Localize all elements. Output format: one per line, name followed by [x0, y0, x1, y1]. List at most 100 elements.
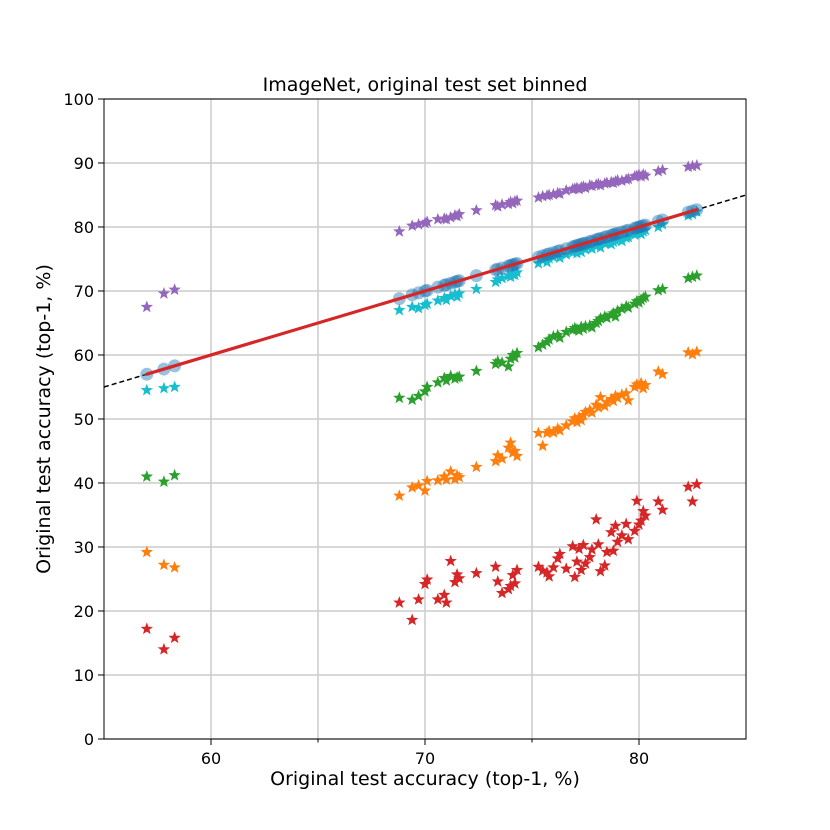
chart-title: ImageNet, original test set binned [263, 74, 588, 96]
star-point [412, 389, 425, 402]
star-point [639, 290, 652, 303]
star-point [656, 367, 669, 380]
star-point [600, 311, 614, 324]
y-tick-label: 20 [74, 602, 94, 621]
star-point [440, 374, 453, 386]
star-point [560, 562, 573, 575]
y-tick-label: 60 [74, 346, 94, 365]
star-point [585, 406, 599, 418]
star-point [594, 240, 607, 253]
x-tick-label: 70 [415, 749, 435, 768]
star-point [600, 176, 614, 189]
star-point [656, 163, 669, 176]
star-point [682, 271, 695, 284]
star-point [611, 304, 624, 317]
y-tick-label: 50 [74, 410, 94, 429]
star-point [453, 571, 466, 584]
star-point [682, 345, 695, 358]
star-point [140, 622, 153, 635]
star-point [622, 172, 635, 185]
star-point [615, 234, 629, 247]
y-tick-label: 0 [84, 730, 94, 749]
star-point [639, 169, 652, 182]
star-point [553, 251, 566, 263]
fit-line [145, 208, 699, 376]
star-point [540, 566, 554, 578]
star-point [686, 207, 699, 220]
star-point [444, 210, 457, 223]
star-point [622, 301, 635, 313]
star-point [168, 380, 181, 393]
star-point [594, 564, 607, 577]
star-point [418, 484, 432, 496]
star-point [583, 403, 596, 416]
star-point [611, 232, 624, 245]
star-point [630, 494, 644, 507]
star-point [690, 269, 703, 281]
star-point [508, 444, 522, 457]
star-point [502, 360, 515, 372]
star-point [547, 250, 560, 263]
star-point [634, 514, 648, 527]
star-point [652, 164, 665, 177]
star-point [592, 238, 605, 251]
star-point [572, 410, 586, 423]
star-point [140, 545, 153, 558]
star-point [393, 224, 406, 237]
star-point [412, 217, 425, 230]
star-point [450, 568, 464, 580]
star-point [615, 174, 629, 187]
star-point [609, 389, 622, 402]
star-point [622, 230, 635, 243]
star-point [686, 495, 699, 507]
star-point [510, 194, 524, 207]
star-point [412, 479, 425, 491]
y-tick-label: 40 [74, 474, 94, 493]
star-point [438, 470, 451, 482]
star-point [690, 345, 703, 358]
star-point [607, 306, 620, 319]
star-point [495, 271, 509, 284]
star-point [583, 319, 596, 331]
star-point [560, 184, 573, 196]
star-point [504, 579, 517, 592]
star-point [600, 545, 614, 558]
y-tick-label: 70 [74, 282, 94, 301]
star-point [553, 547, 566, 560]
star-point [615, 388, 629, 400]
star-point [656, 503, 669, 516]
star-point [622, 532, 635, 545]
star-point [547, 187, 560, 200]
star-point [440, 293, 453, 306]
star-point [405, 219, 419, 231]
star-point [590, 398, 603, 411]
star-point [510, 563, 524, 576]
star-point [682, 160, 695, 173]
star-point [532, 256, 545, 269]
star-point [652, 365, 665, 377]
star-point [551, 328, 564, 341]
star-point [510, 449, 524, 462]
star-point [453, 287, 466, 299]
star-point [157, 381, 171, 394]
star-point [470, 364, 483, 377]
star-point [570, 555, 584, 567]
star-point [491, 448, 504, 461]
y-axis-label: Original test accuracy (top-1, %) [33, 264, 55, 574]
star-point [405, 480, 419, 493]
star-point [570, 415, 584, 428]
star-point [506, 568, 519, 581]
star-point [157, 475, 171, 487]
star-point [585, 320, 599, 333]
star-point [453, 207, 466, 220]
star-point [594, 178, 607, 191]
star-point [495, 452, 509, 464]
star-point [607, 544, 620, 557]
star-point [553, 187, 566, 199]
star-point [140, 383, 153, 396]
star-point [489, 560, 502, 573]
star-point [579, 181, 592, 194]
star-point [583, 550, 596, 563]
star-point [444, 464, 457, 477]
